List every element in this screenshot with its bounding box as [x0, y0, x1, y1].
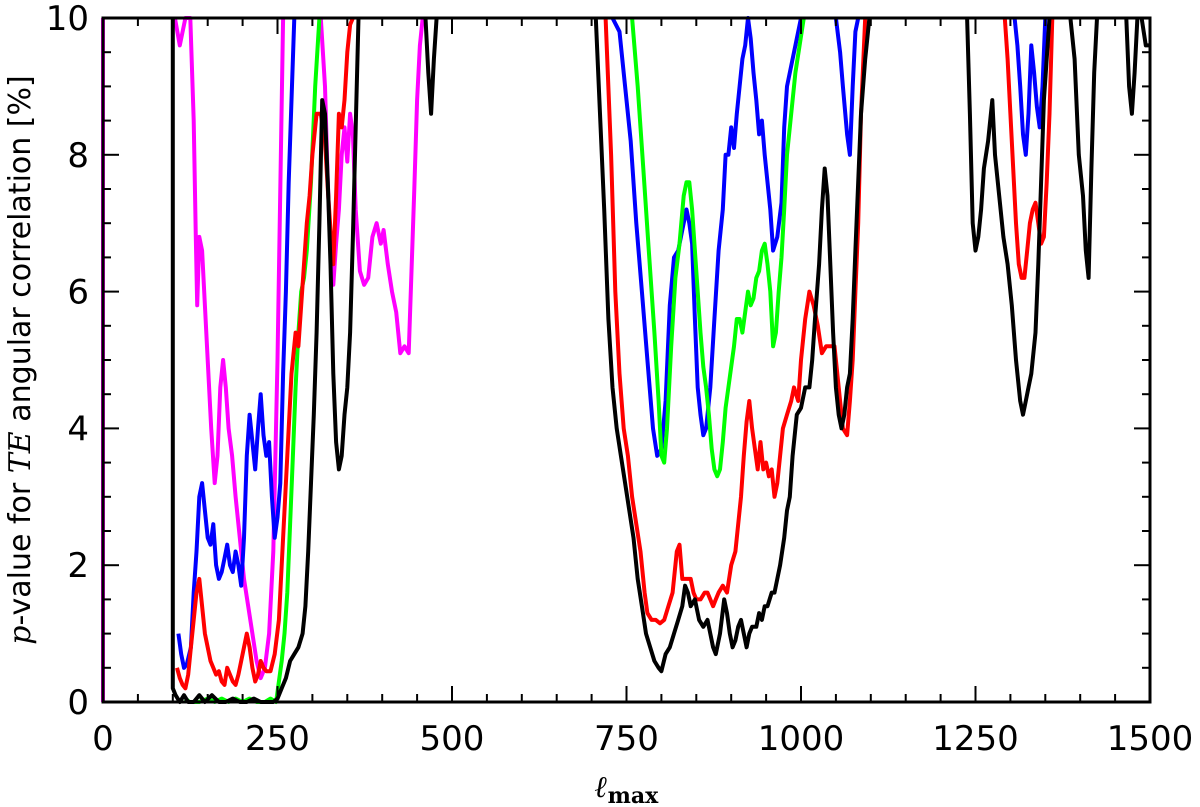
x-axis-title-main: ℓ — [595, 770, 608, 805]
y-tick-label: 8 — [67, 136, 89, 176]
y-tick-label: 0 — [67, 683, 89, 723]
x-tick-label: 1000 — [758, 719, 845, 759]
y-axis-title-te: TE — [3, 431, 38, 473]
y-tick-label: 6 — [67, 273, 89, 313]
y-axis-title-p: p — [3, 626, 38, 645]
x-axis-title-sub: max — [608, 783, 660, 807]
series-red-segment-1 — [603, 17, 868, 626]
series-layer — [101, 16, 1150, 704]
series-black-segment-2 — [593, 17, 872, 674]
y-tick-label: 10 — [46, 0, 89, 39]
x-tick-label: 1500 — [1107, 719, 1194, 759]
x-tick-label: 0 — [92, 719, 114, 759]
series-black-segment-3 — [965, 17, 1052, 417]
x-tick-label: 1250 — [932, 719, 1019, 759]
series-red-segment-2 — [1002, 17, 1055, 280]
series-magenta-segment-1 — [172, 16, 286, 681]
series-green-segment-1 — [630, 17, 806, 479]
x-axis-title: ℓmax — [595, 770, 659, 807]
series-blue-segment-3 — [1012, 17, 1048, 157]
y-axis-title-after: angular correlation [%] — [3, 75, 38, 431]
series-black-segment-5 — [1124, 17, 1140, 116]
series-green-segment-0 — [184, 17, 322, 704]
series-black-segment-0 — [170, 17, 361, 704]
series-black-segment-1 — [423, 17, 439, 116]
y-tick-label: 2 — [67, 546, 89, 586]
tick-label-layer: 0 250 500 750 1000 1250 1500 0 2 4 6 8 10 — [46, 0, 1194, 759]
y-tick-label: 4 — [67, 409, 89, 449]
x-tick-label: 250 — [245, 719, 310, 759]
series-blue-segment-0 — [176, 17, 297, 670]
x-tick-label: 750 — [594, 719, 659, 759]
tick-layer — [102, 17, 1151, 703]
series-black-segment-4 — [1068, 17, 1099, 280]
x-tick-label: 500 — [420, 719, 485, 759]
y-axis-title: p-value for TE angular correlation [%] — [3, 75, 38, 644]
series-blue-segment-2 — [833, 17, 861, 157]
y-axis-title-before: -value for — [3, 473, 38, 625]
